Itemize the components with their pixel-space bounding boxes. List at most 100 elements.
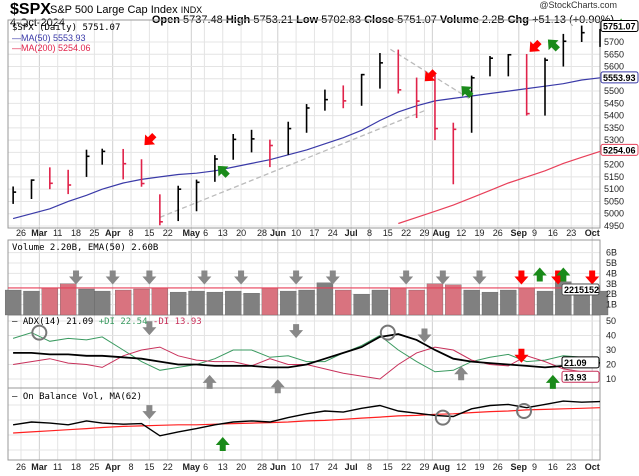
date-tick-label: Apr bbox=[105, 228, 121, 238]
price-bar bbox=[67, 169, 72, 195]
date-tick-label: Mar bbox=[31, 228, 48, 238]
exchange: INDX bbox=[180, 5, 203, 15]
volume-bar bbox=[23, 290, 40, 316]
pdi-line bbox=[12, 332, 601, 373]
adx-arrow-gray bbox=[417, 328, 432, 343]
obv-line bbox=[12, 400, 601, 437]
date-tick-label: 19 bbox=[475, 228, 485, 238]
adx-arrow-gray bbox=[270, 379, 285, 394]
price-bar bbox=[214, 155, 218, 182]
symbol: $SPX bbox=[10, 1, 51, 18]
volume-bar bbox=[408, 289, 425, 316]
volume-bar bbox=[371, 289, 389, 316]
date-tick-label: 22 bbox=[163, 462, 173, 472]
adx-arrow-gray bbox=[454, 366, 469, 381]
date-tick-label: 13 bbox=[218, 462, 228, 472]
date-tick-label: 9 bbox=[532, 228, 537, 238]
volume-arrow-gray bbox=[142, 270, 157, 285]
name-text: S&P 500 Large Cap Index bbox=[50, 4, 178, 16]
date-tick-label: 17 bbox=[309, 462, 319, 472]
date-tick-label: Oct bbox=[585, 462, 600, 472]
volume-bar bbox=[41, 287, 58, 316]
date-tick-label: 6 bbox=[203, 228, 208, 238]
price-arrow-green bbox=[547, 39, 560, 52]
legend-obv: — On Balance Vol, MA(62) bbox=[12, 392, 143, 402]
date-tick-label: 15 bbox=[144, 228, 154, 238]
price-bar bbox=[397, 49, 402, 94]
obv-arrow-gray bbox=[142, 405, 157, 420]
ma200-tag: 5254.06 bbox=[603, 145, 636, 155]
volume-bar bbox=[335, 289, 352, 316]
volume-bar bbox=[463, 289, 480, 316]
price-bar bbox=[324, 89, 328, 111]
price-bar bbox=[489, 55, 493, 77]
price-bar bbox=[122, 148, 127, 180]
adx-arrow-gray bbox=[289, 324, 304, 339]
legend-volume: Volume 2.20B, EMA(50) 2.60B bbox=[12, 243, 158, 253]
date-tick-label: 17 bbox=[309, 228, 319, 238]
last-price-tag: 5751.07 bbox=[603, 21, 636, 31]
price-bar bbox=[140, 159, 145, 187]
price-bar bbox=[452, 122, 457, 185]
ma200-tag-box bbox=[600, 143, 639, 156]
date-tick-label: Jun bbox=[270, 462, 286, 472]
price-bar bbox=[250, 129, 255, 153]
volume-arrow-green bbox=[556, 267, 571, 282]
volume-arrow-red bbox=[514, 270, 529, 285]
price-bar bbox=[544, 57, 548, 116]
date-tick-label: 15 bbox=[144, 462, 154, 472]
date-tick-label: Aug bbox=[433, 462, 451, 472]
price-tick-label: 5700 bbox=[604, 37, 624, 47]
volume-bar bbox=[261, 287, 279, 316]
mdi-tag: 13.93 bbox=[564, 372, 587, 382]
price-tick-label: 4950 bbox=[604, 221, 624, 231]
price-tick-label: 5150 bbox=[604, 172, 624, 182]
date-tick-label: 18 bbox=[71, 228, 81, 238]
volume-bar bbox=[445, 284, 462, 316]
legend-adx: — ADX(14) 21.09 +DI 22.54 -DI 13.93 bbox=[12, 317, 202, 327]
date-tick-label: Sep bbox=[511, 228, 528, 238]
price-bar bbox=[305, 104, 310, 133]
volume-bar bbox=[390, 287, 407, 316]
date-tick-label: 18 bbox=[71, 462, 81, 472]
price-bar bbox=[379, 53, 383, 89]
price-arrow-red bbox=[144, 133, 157, 146]
volume-bar bbox=[426, 283, 444, 316]
price-bar bbox=[85, 149, 90, 177]
volume-bar bbox=[353, 294, 370, 316]
last-price-tag-box bbox=[600, 19, 639, 32]
price-tick-label: 5050 bbox=[604, 196, 624, 206]
adx-tag: 21.09 bbox=[564, 358, 587, 368]
volume-bar bbox=[170, 291, 187, 316]
volume-arrow-gray bbox=[435, 270, 450, 285]
date-tick-label: 12 bbox=[456, 228, 466, 238]
volume-arrow-red bbox=[585, 270, 600, 285]
price-bar bbox=[415, 77, 420, 119]
legend-price-text: $SPX (Daily) 5751.07 bbox=[12, 23, 121, 33]
date-tick-label: 20 bbox=[236, 228, 246, 238]
date-tick-label: 16 bbox=[548, 462, 558, 472]
date-tick-label: 15 bbox=[383, 462, 393, 472]
volume-bar bbox=[481, 291, 499, 316]
volume-arrow-gray bbox=[399, 270, 414, 285]
volume-bar bbox=[60, 283, 77, 316]
volume-bar bbox=[151, 287, 169, 316]
legend-ma200-text: MA(200) 5254.06 bbox=[21, 43, 91, 53]
price-arrow-red bbox=[424, 69, 437, 82]
date-tick-label: 29 bbox=[420, 228, 430, 238]
mdi-line bbox=[13, 346, 601, 380]
price-bar bbox=[507, 53, 512, 77]
price-bar bbox=[269, 139, 273, 168]
adx-tag-box bbox=[561, 356, 600, 369]
adx-arrow-gray bbox=[142, 321, 157, 336]
volume-bar bbox=[243, 293, 260, 316]
date-tick-label: Jul bbox=[345, 228, 358, 238]
volume-arrow-gray bbox=[472, 270, 487, 285]
adx-circle bbox=[379, 324, 396, 341]
date-tick-label: 9 bbox=[532, 462, 537, 472]
date-tick-label: 8 bbox=[129, 228, 134, 238]
volume-arrow-gray bbox=[197, 270, 212, 285]
adx-arrow-green bbox=[545, 374, 560, 389]
ma50-line bbox=[12, 77, 601, 220]
volume-bar bbox=[188, 290, 205, 316]
